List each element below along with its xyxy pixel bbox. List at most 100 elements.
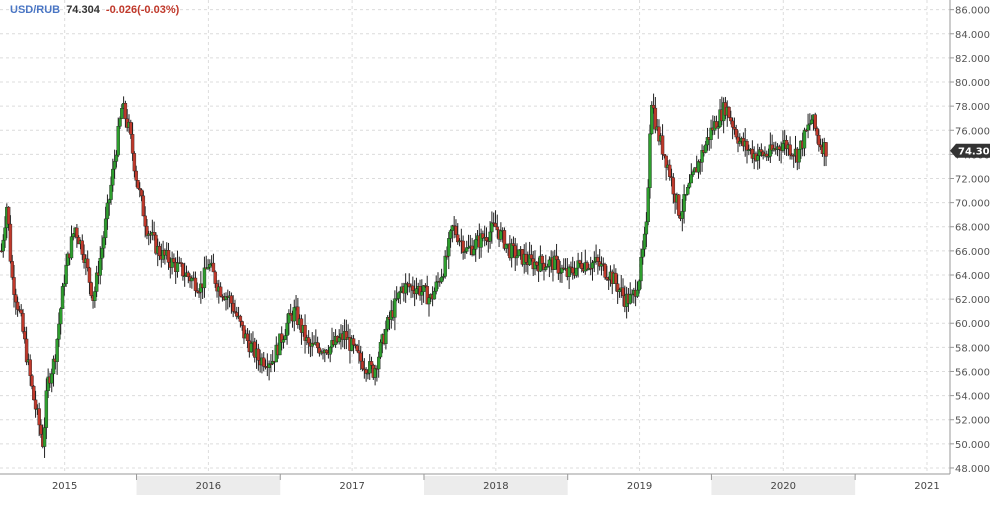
y-tick-label: 52.000 xyxy=(955,416,990,427)
candle-up xyxy=(517,249,521,257)
candle-down xyxy=(324,349,329,354)
candle-down xyxy=(351,338,356,346)
candle-down xyxy=(10,261,14,278)
candle-up xyxy=(809,119,814,125)
candle-down xyxy=(256,348,261,361)
candle-down xyxy=(211,262,216,273)
candle-down xyxy=(306,337,311,344)
candle-up xyxy=(472,249,476,255)
y-tick-label: 84.000 xyxy=(955,30,990,41)
candle-up xyxy=(434,281,438,292)
candle-up xyxy=(120,108,124,119)
candle-up xyxy=(190,277,194,282)
candle-down xyxy=(621,287,625,297)
candle-down xyxy=(80,240,84,255)
candle-down xyxy=(87,267,92,283)
candle-up xyxy=(465,247,469,252)
last-price-tag-label: 74.304 xyxy=(958,147,990,158)
candle-down xyxy=(817,135,821,146)
year-band xyxy=(136,476,281,495)
candle-up xyxy=(69,236,74,259)
candle-down xyxy=(360,360,365,370)
candle-down xyxy=(240,321,244,326)
candle-up xyxy=(281,339,286,343)
candle-down xyxy=(730,120,735,128)
candle-up xyxy=(414,288,419,295)
candle-down xyxy=(181,263,185,277)
candle-up xyxy=(806,124,810,131)
candle-up xyxy=(42,427,47,447)
candle-up xyxy=(639,256,643,282)
x-axis: 2015 2016 2017 2018 2019 2020 2021 xyxy=(52,474,940,492)
candle-up xyxy=(696,161,701,173)
year-band xyxy=(711,476,856,495)
candle-up xyxy=(62,283,67,287)
candle-up xyxy=(680,211,685,219)
candle-down xyxy=(315,342,320,349)
last-price-tag xyxy=(950,143,990,158)
candle-up xyxy=(432,290,437,300)
candle-down xyxy=(24,338,29,363)
candle-down xyxy=(129,121,133,135)
candle-up xyxy=(637,280,641,291)
candle-down xyxy=(668,164,672,177)
candle-up xyxy=(427,297,431,305)
candle-down xyxy=(166,250,171,263)
candle-down xyxy=(662,154,667,157)
candle-up xyxy=(206,267,210,270)
x-tick-label: 2016 xyxy=(196,481,221,492)
candle-down xyxy=(229,295,234,304)
candle-down xyxy=(14,294,18,303)
year-bands xyxy=(136,476,856,495)
candle-up xyxy=(118,118,122,127)
candle-down xyxy=(218,286,223,297)
candle-up xyxy=(71,233,75,237)
candle-up xyxy=(287,313,291,324)
candle-up xyxy=(421,285,426,292)
candle-up xyxy=(642,233,647,250)
candle-up xyxy=(628,294,632,304)
y-tick-label: 64.000 xyxy=(955,271,990,282)
candle-down xyxy=(359,352,363,362)
candle-down xyxy=(6,206,11,225)
x-tick-label: 2019 xyxy=(627,481,652,492)
candle-down xyxy=(651,104,656,109)
candle-up xyxy=(403,283,408,294)
candle-up xyxy=(515,255,519,259)
x-tick-label: 2018 xyxy=(483,481,508,492)
candle-up xyxy=(378,342,383,358)
candle-down xyxy=(580,263,584,269)
candle-up xyxy=(644,221,649,235)
candle-up xyxy=(202,267,207,289)
candle-down xyxy=(411,285,415,291)
candle-down xyxy=(8,223,13,262)
candle-down xyxy=(493,223,498,228)
candle-down xyxy=(262,357,266,367)
candle-down xyxy=(33,399,38,410)
candle-down xyxy=(39,424,43,435)
candle-up xyxy=(682,194,686,212)
y-tick-label: 86.000 xyxy=(955,6,990,17)
candle-down xyxy=(454,225,458,235)
candle-down xyxy=(554,255,559,260)
candle-up xyxy=(703,144,708,153)
candle-up xyxy=(396,292,401,299)
candle-down xyxy=(141,195,146,217)
quote-header: USD/RUB 74.304 -0.026(-0.03%) xyxy=(10,4,179,16)
candle-down xyxy=(461,240,465,253)
candle-down xyxy=(28,359,32,376)
candle-up xyxy=(100,247,104,259)
candle-up xyxy=(797,149,801,163)
candle-up xyxy=(488,231,492,242)
candle-up xyxy=(687,182,692,188)
candle-up xyxy=(646,187,650,223)
candle-down xyxy=(369,361,374,366)
candle-down xyxy=(524,253,528,263)
candle-up xyxy=(109,184,113,200)
candle-down xyxy=(157,246,162,257)
candle-up xyxy=(98,258,102,276)
candle-up xyxy=(567,266,571,277)
candle-down xyxy=(75,227,79,238)
y-tick-label: 76.000 xyxy=(955,126,990,137)
